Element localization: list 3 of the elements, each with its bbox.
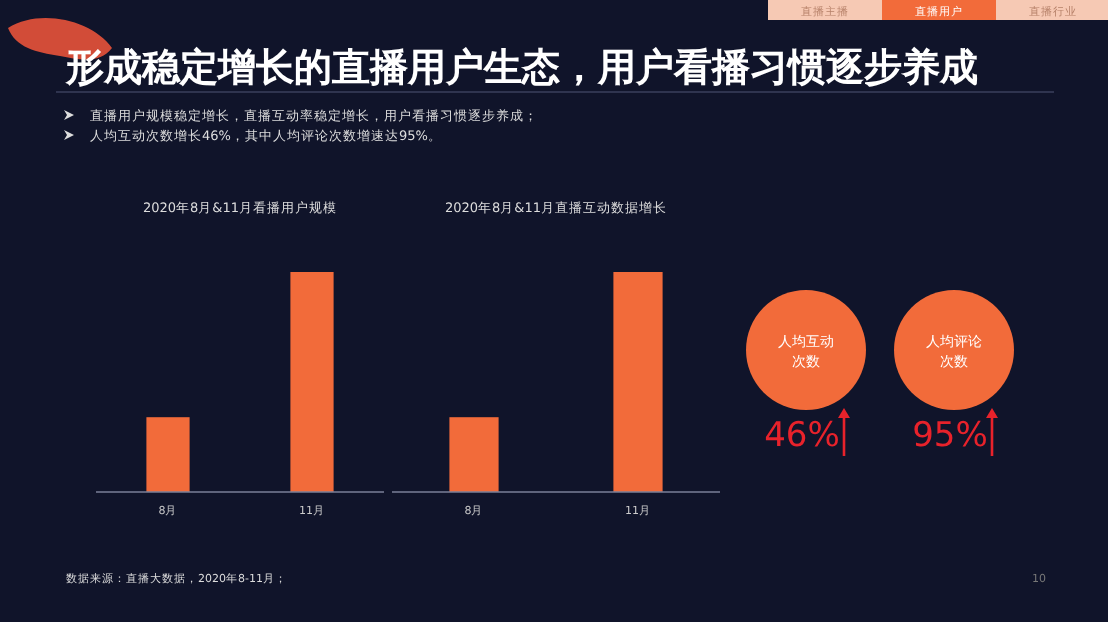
text: 46% [764,416,840,456]
text: 形成稳定增长的直播用户生态，用户看播习惯逐步养成 [64,46,978,90]
text: 95% [912,416,988,456]
